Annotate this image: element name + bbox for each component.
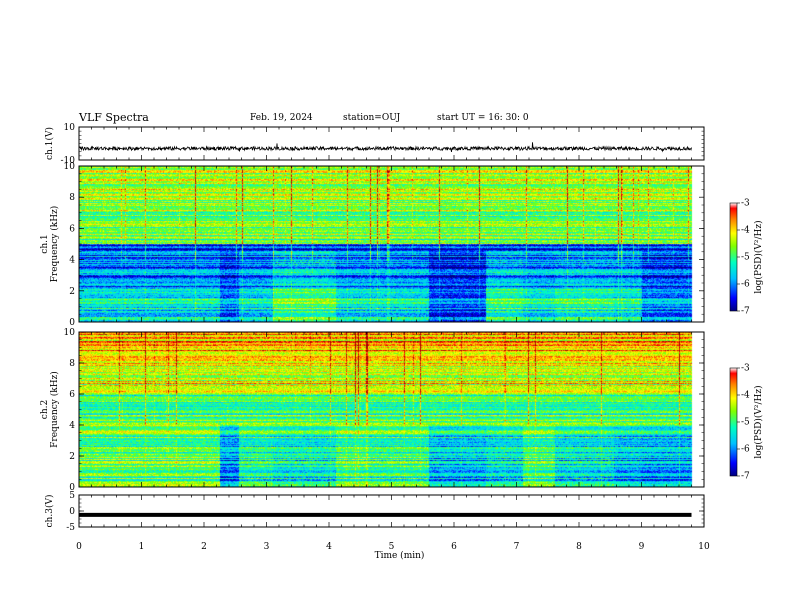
- x-tick-label: 7: [514, 542, 520, 552]
- ch3-waveform-ylabel: ch.3(V): [44, 495, 55, 528]
- y-tick-label: -10: [61, 156, 76, 166]
- y-tick-label: 0: [69, 483, 75, 493]
- colorbar-tick-label: -5: [741, 253, 750, 263]
- x-tick-label: 8: [576, 542, 582, 552]
- station-label: station=OUJ: [343, 113, 401, 123]
- x-tick-label: 3: [264, 542, 270, 552]
- x-tick-label: 6: [451, 542, 457, 552]
- y-tick-label: 8: [69, 193, 75, 203]
- colorbar-tick-label: -6: [741, 280, 750, 290]
- colorbar-tick-label: -6: [741, 445, 750, 455]
- ch2-spectrogram-colorbar-label: log(PSD)(V²/Hz): [753, 385, 764, 458]
- colorbar-tick-label: -4: [741, 226, 750, 236]
- y-tick-label: 6: [69, 390, 75, 400]
- date-label: Feb. 19, 2024: [250, 113, 313, 123]
- y-tick-label: 8: [69, 359, 75, 369]
- colorbar-tick-label: -3: [741, 364, 750, 374]
- ch1-waveform-ylabel: ch.1(V): [44, 127, 55, 160]
- y-tick-label: 0: [69, 507, 75, 517]
- ch1-spectrogram-colorbar-label: log(PSD)(V²/Hz): [753, 220, 764, 293]
- ch2-spectrogram-colorbar: [729, 367, 738, 477]
- y-tick-label: 10: [64, 123, 76, 133]
- ch1-spectrogram-colorbar: [729, 202, 738, 312]
- colorbar-tick-label: -3: [741, 199, 750, 209]
- x-tick-label: 4: [326, 542, 332, 552]
- y-tick-label: 10: [64, 328, 76, 338]
- x-tick-label: 9: [639, 542, 645, 552]
- ch1-waveform-line: [78, 142, 692, 153]
- ch1-spectrogram-channel-label: ch.1: [40, 234, 50, 253]
- colorbar-tick-label: -5: [741, 418, 750, 428]
- x-tick-label: 1: [139, 542, 145, 552]
- x-tick-label: 0: [76, 542, 82, 552]
- colorbar-tick-label: -7: [741, 472, 750, 482]
- y-tick-label: 4: [69, 256, 75, 266]
- y-tick-label: 2: [69, 452, 75, 462]
- colorbar-tick-label: -4: [741, 391, 750, 401]
- x-tick-label: 2: [201, 542, 207, 552]
- ch2-spectrogram-channel-label: ch.2: [40, 400, 50, 419]
- x-tick-label: 10: [698, 542, 710, 552]
- ch1-spectrogram-image: [79, 166, 704, 322]
- y-tick-label: 2: [69, 287, 75, 297]
- ch2-spectrogram-image: [79, 332, 704, 487]
- y-tick-label: 6: [69, 224, 75, 234]
- x-axis-label: Time (min): [375, 550, 425, 561]
- y-tick-label: 4: [69, 421, 75, 431]
- figure-title: VLF Spectra: [79, 111, 149, 124]
- y-tick-label: 5: [69, 491, 75, 501]
- ch2-spectrogram-ylabel: Frequency (kHz): [49, 371, 60, 448]
- y-tick-label: 10: [64, 162, 76, 172]
- start-time-label: start UT = 16: 30: 0: [437, 113, 529, 123]
- x-tick-label: 5: [389, 542, 395, 552]
- y-tick-label: -5: [66, 523, 75, 533]
- ch1-spectrogram-ylabel: Frequency (kHz): [49, 206, 60, 283]
- colorbar-tick-label: -7: [741, 307, 750, 317]
- y-tick-label: 0: [69, 318, 75, 328]
